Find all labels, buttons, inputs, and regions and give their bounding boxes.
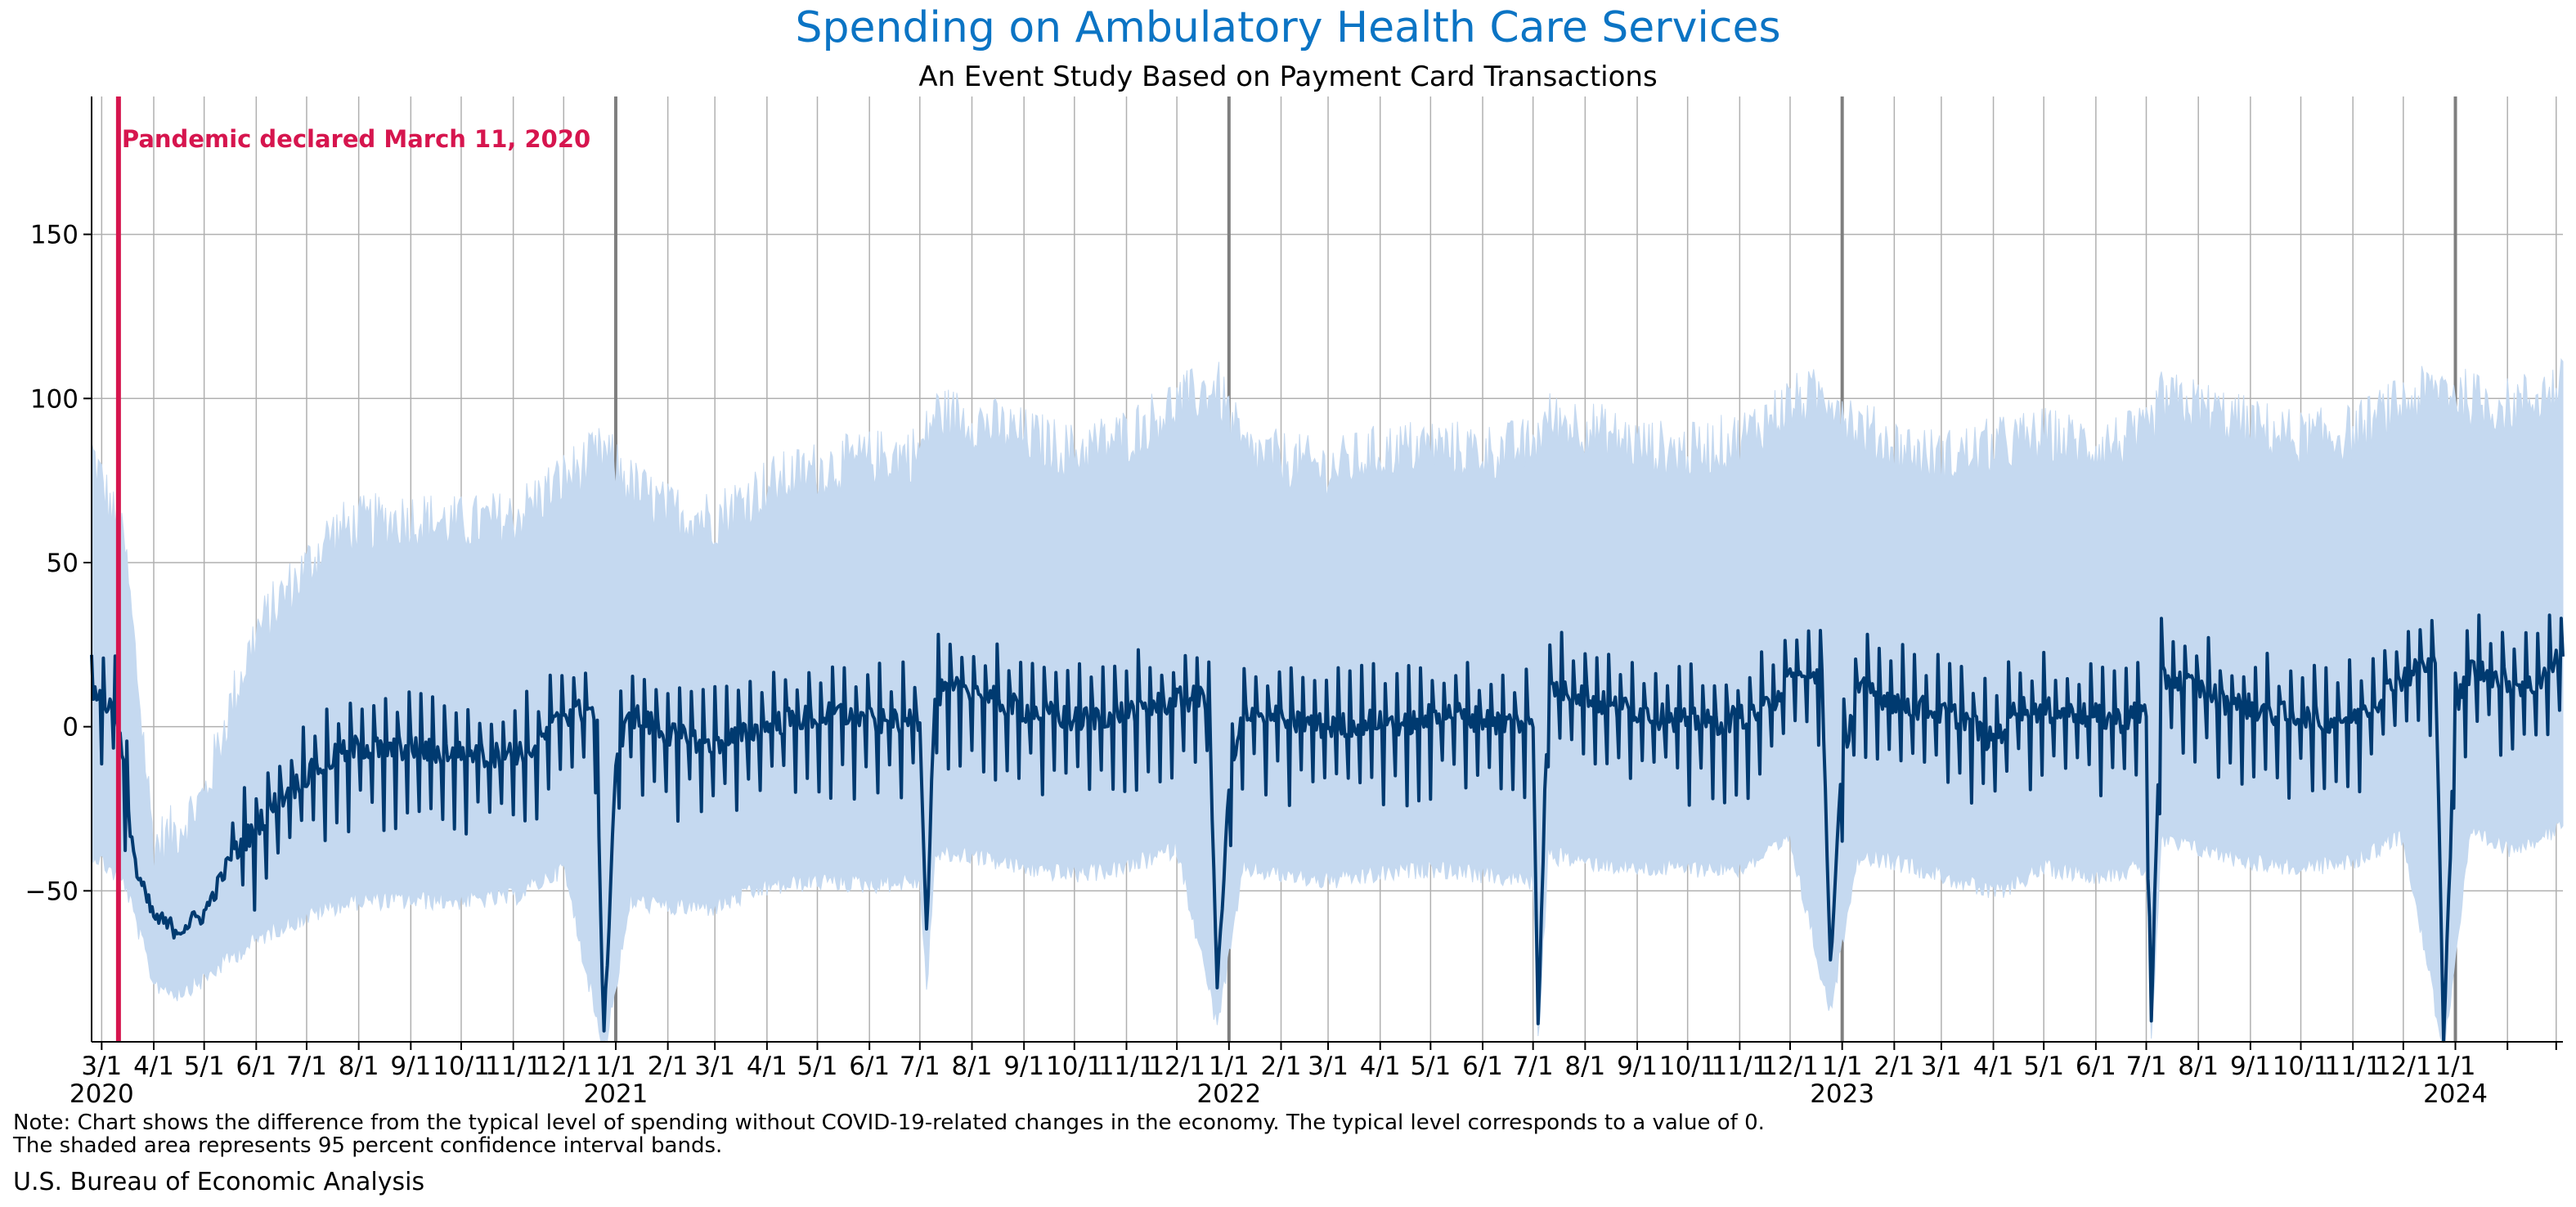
x-tick-label: 4/1 — [747, 1052, 788, 1081]
x-tick-label: 8/1 — [2178, 1052, 2219, 1081]
x-tick-label: 9/1 — [2230, 1052, 2271, 1081]
y-tick-label: 0 — [62, 713, 79, 743]
chart-note-line-2: The shaded area represents 95 percent co… — [13, 1133, 723, 1158]
x-tick-label: 6/1 — [849, 1052, 890, 1081]
x-tick-label: 1/1 — [595, 1052, 636, 1081]
x-year-label: 2024 — [2423, 1079, 2488, 1109]
x-year-label: 2020 — [70, 1079, 134, 1109]
x-tick-label: 5/1 — [2023, 1052, 2064, 1081]
x-tick-label: 9/1 — [1003, 1052, 1044, 1081]
chart-note-line-1: Note: Chart shows the difference from th… — [13, 1111, 1765, 1135]
x-tick-label: 4/1 — [1973, 1052, 2014, 1081]
x-tick-label: 8/1 — [1564, 1052, 1605, 1081]
x-tick-label: 3/1 — [1921, 1052, 1962, 1081]
spending-line-layer — [90, 613, 2565, 1043]
x-tick-label: 6/1 — [2076, 1052, 2116, 1081]
chart-source: U.S. Bureau of Economic Analysis — [13, 1168, 425, 1196]
x-tick-label: 1/1 — [1209, 1052, 1250, 1081]
y-tick-label: 150 — [30, 221, 79, 250]
x-tick-label: 2/1 — [648, 1052, 689, 1081]
x-tick-label: 7/1 — [900, 1052, 940, 1081]
x-tick-label: 11/1 — [1098, 1052, 1156, 1081]
x-tick-label: 10/1 — [2273, 1052, 2330, 1081]
x-tick-label: 12/1 — [2375, 1052, 2432, 1081]
x-tick-label: 6/1 — [236, 1052, 276, 1081]
spending-line — [90, 613, 2565, 1043]
x-tick-label: 7/1 — [286, 1052, 327, 1081]
x-tick-label: 3/1 — [1308, 1052, 1349, 1081]
x-tick-label: 12/1 — [1148, 1052, 1205, 1081]
x-tick-label: 10/1 — [1046, 1052, 1103, 1081]
x-tick-label: 2/1 — [1874, 1052, 1914, 1081]
x-tick-label: 8/1 — [339, 1052, 379, 1081]
x-tick-label: 10/1 — [433, 1052, 490, 1081]
x-tick-label: 4/1 — [133, 1052, 174, 1081]
x-tick-label: 11/1 — [1712, 1052, 1769, 1081]
axes — [83, 96, 2563, 1050]
x-tick-label: 7/1 — [1513, 1052, 1554, 1081]
y-tick-label: −50 — [25, 877, 79, 906]
x-tick-label: 5/1 — [1410, 1052, 1451, 1081]
x-tick-label: 12/1 — [535, 1052, 592, 1081]
chart-subtitle: An Event Study Based on Payment Card Tra… — [918, 61, 1658, 93]
x-tick-label: 3/1 — [694, 1052, 735, 1081]
event-marker-layer: Pandemic declared March 11, 2020 — [115, 96, 590, 1042]
y-tick-label: 100 — [30, 384, 79, 414]
x-tick-label: 9/1 — [390, 1052, 431, 1081]
x-tick-label: 1/1 — [2435, 1052, 2476, 1081]
event-label: Pandemic declared March 11, 2020 — [122, 125, 590, 153]
x-tick-label: 3/1 — [81, 1052, 122, 1081]
x-year-label: 2023 — [1810, 1079, 1874, 1109]
x-tick-label: 5/1 — [797, 1052, 838, 1081]
x-tick-label: 4/1 — [1360, 1052, 1401, 1081]
x-tick-label: 9/1 — [1617, 1052, 1658, 1081]
x-tick-label: 2/1 — [1261, 1052, 1302, 1081]
x-tick-label: 10/1 — [1659, 1052, 1717, 1081]
x-tick-label: 7/1 — [2126, 1052, 2167, 1081]
x-year-label: 2021 — [584, 1079, 648, 1109]
chart-title: Spending on Ambulatory Health Care Servi… — [795, 3, 1781, 52]
x-tick-label: 8/1 — [952, 1052, 993, 1081]
x-tick-label: 11/1 — [485, 1052, 542, 1081]
x-tick-label: 6/1 — [1462, 1052, 1503, 1081]
y-tick-label: 50 — [47, 549, 79, 578]
x-tick-label: 12/1 — [1761, 1052, 1819, 1081]
x-tick-label: 11/1 — [2324, 1052, 2381, 1081]
x-tick-label: 5/1 — [184, 1052, 225, 1081]
x-year-label: 2022 — [1196, 1079, 1261, 1109]
x-tick-label: 1/1 — [1822, 1052, 1863, 1081]
